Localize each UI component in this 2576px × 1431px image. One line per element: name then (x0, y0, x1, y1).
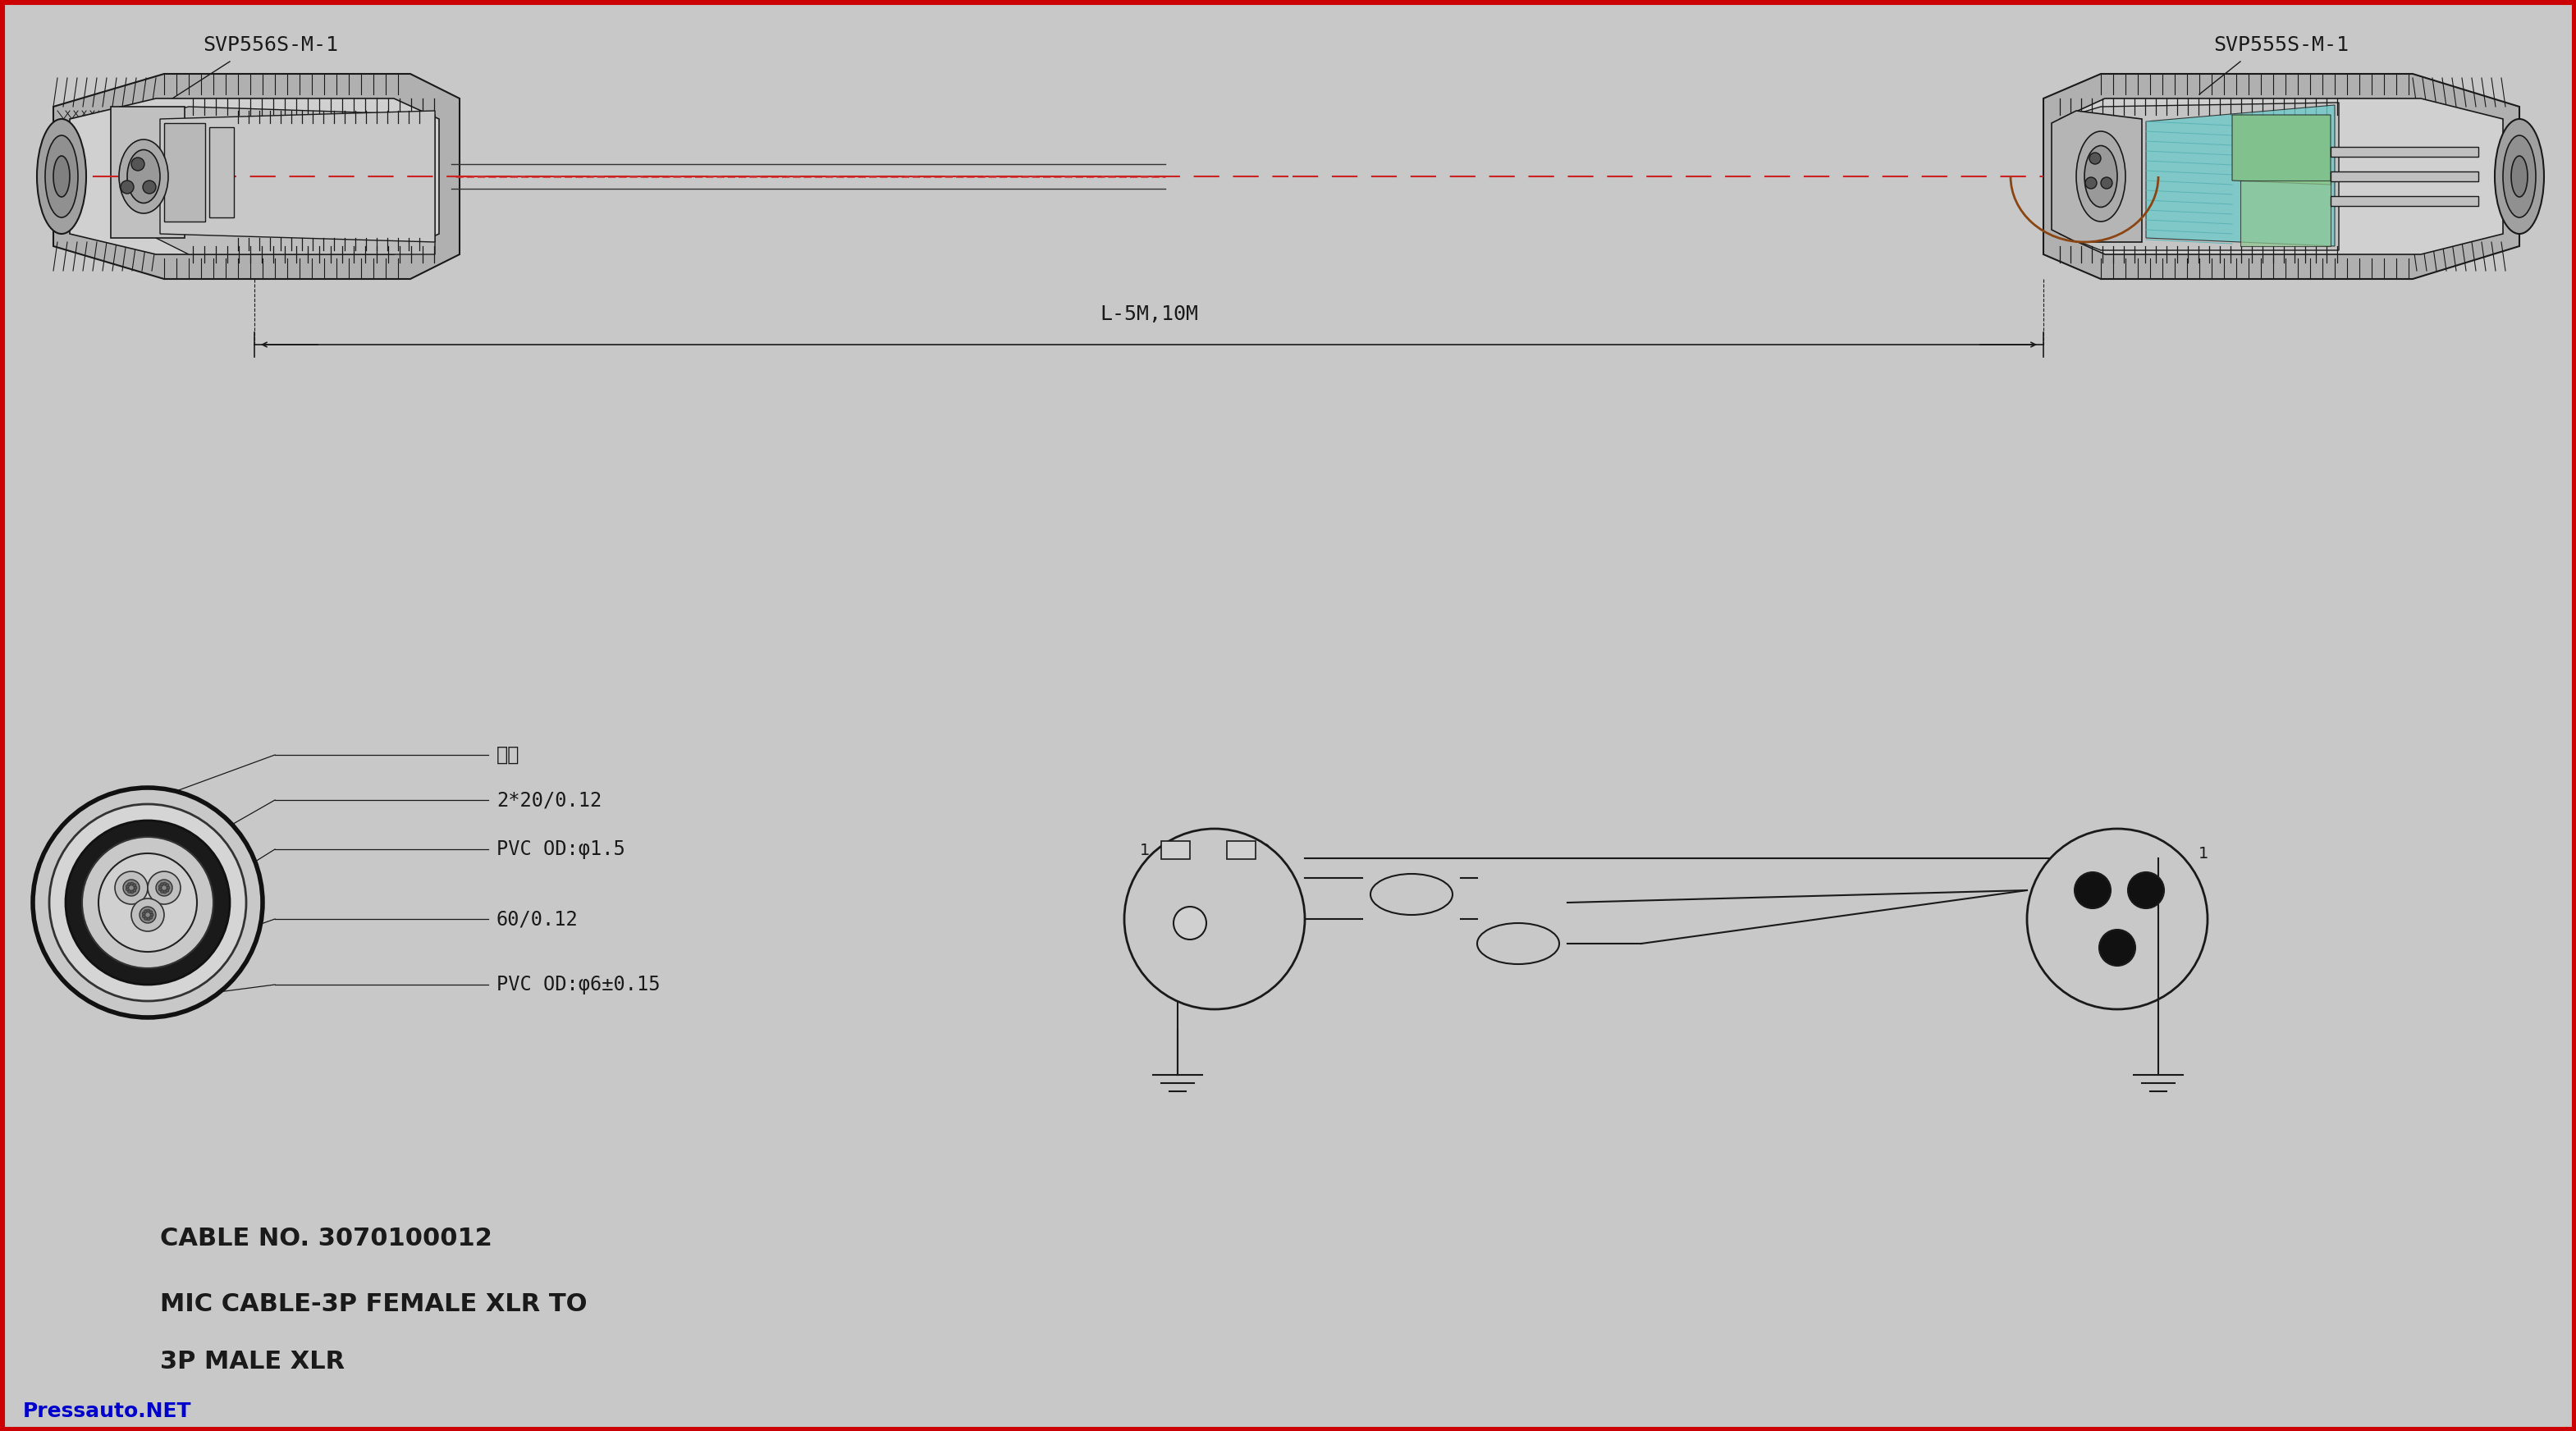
Bar (2331, 172, 2478, 182)
Text: 3: 3 (1159, 919, 1170, 934)
Ellipse shape (118, 139, 167, 213)
Circle shape (149, 910, 152, 914)
Circle shape (162, 890, 167, 893)
Circle shape (129, 883, 131, 886)
Polygon shape (2241, 180, 2331, 246)
Polygon shape (2050, 110, 2141, 242)
Text: L-5M,10M: L-5M,10M (1100, 305, 1198, 323)
Circle shape (1123, 829, 1306, 1009)
Circle shape (116, 871, 147, 904)
Circle shape (142, 912, 144, 916)
Bar (165, 123, 206, 222)
Polygon shape (54, 74, 459, 279)
Circle shape (142, 180, 157, 193)
Text: 棉线: 棉线 (497, 746, 520, 764)
Text: SVP555S-M-1: SVP555S-M-1 (2213, 36, 2349, 54)
Circle shape (2074, 873, 2110, 909)
Circle shape (160, 884, 162, 889)
Polygon shape (160, 110, 435, 242)
Circle shape (129, 890, 131, 893)
Polygon shape (70, 99, 438, 255)
Polygon shape (2233, 114, 2331, 185)
Ellipse shape (54, 156, 70, 197)
Text: 3P MALE XLR: 3P MALE XLR (160, 1351, 345, 1374)
Circle shape (131, 890, 134, 893)
Circle shape (157, 880, 173, 896)
Circle shape (98, 853, 196, 952)
Text: CABLE NO. 3070100012: CABLE NO. 3070100012 (160, 1228, 492, 1251)
Ellipse shape (1476, 923, 1558, 964)
Circle shape (126, 884, 129, 889)
Polygon shape (2146, 104, 2334, 246)
Circle shape (124, 880, 139, 896)
Circle shape (149, 913, 155, 916)
Polygon shape (157, 107, 435, 255)
Ellipse shape (1370, 874, 1453, 914)
Text: 2: 2 (2166, 846, 2177, 861)
Circle shape (131, 881, 134, 886)
Bar (2331, 147, 2478, 157)
Circle shape (160, 887, 162, 892)
Bar (1162, 841, 1190, 859)
Ellipse shape (2504, 136, 2535, 218)
Circle shape (33, 787, 263, 1017)
Bar (111, 107, 185, 238)
Circle shape (167, 886, 170, 890)
Text: Pressauto.NET: Pressauto.NET (23, 1401, 191, 1421)
Circle shape (131, 899, 165, 932)
Circle shape (134, 889, 137, 892)
Circle shape (139, 907, 157, 923)
Ellipse shape (2512, 156, 2527, 197)
Bar (2331, 196, 2478, 206)
Circle shape (2102, 177, 2112, 189)
Circle shape (2027, 829, 2208, 1009)
Circle shape (165, 889, 170, 892)
Text: 60/0.12: 60/0.12 (497, 909, 580, 929)
Text: 2: 2 (1260, 843, 1270, 857)
Circle shape (165, 883, 170, 887)
Text: 1: 1 (2197, 846, 2208, 861)
Circle shape (134, 883, 137, 887)
Circle shape (1175, 907, 1206, 940)
Polygon shape (2061, 99, 2504, 255)
Circle shape (162, 881, 167, 886)
Circle shape (147, 871, 180, 904)
Ellipse shape (46, 136, 77, 218)
Bar (209, 127, 234, 218)
Circle shape (121, 180, 134, 193)
Circle shape (147, 909, 149, 913)
Circle shape (126, 887, 129, 892)
Circle shape (64, 820, 229, 985)
Circle shape (160, 883, 165, 886)
Ellipse shape (2084, 146, 2117, 207)
Bar (1226, 841, 1255, 859)
Circle shape (144, 910, 147, 913)
Circle shape (2099, 930, 2136, 966)
Text: PVC OD:φ6±0.15: PVC OD:φ6±0.15 (497, 975, 659, 995)
Ellipse shape (36, 119, 85, 233)
Ellipse shape (126, 150, 160, 203)
Circle shape (131, 157, 144, 170)
Circle shape (144, 917, 147, 920)
Circle shape (149, 916, 152, 919)
Circle shape (147, 917, 149, 920)
Polygon shape (2061, 103, 2339, 250)
Polygon shape (2043, 74, 2519, 279)
Circle shape (49, 804, 247, 1002)
Circle shape (142, 914, 144, 917)
Text: 2*20/0.12: 2*20/0.12 (497, 790, 603, 810)
Text: SVP556S-M-1: SVP556S-M-1 (204, 36, 337, 54)
Circle shape (2128, 873, 2164, 909)
Ellipse shape (2076, 132, 2125, 222)
Text: PVC OD:φ1.5: PVC OD:φ1.5 (497, 840, 626, 859)
Text: 3: 3 (2154, 923, 2164, 939)
Text: MIC CABLE-3P FEMALE XLR TO: MIC CABLE-3P FEMALE XLR TO (160, 1292, 587, 1317)
Circle shape (134, 886, 137, 890)
Text: 1: 1 (1139, 843, 1149, 857)
Ellipse shape (2494, 119, 2545, 233)
Circle shape (2084, 177, 2097, 189)
Circle shape (160, 890, 165, 893)
Circle shape (82, 837, 214, 969)
Circle shape (2089, 153, 2102, 165)
